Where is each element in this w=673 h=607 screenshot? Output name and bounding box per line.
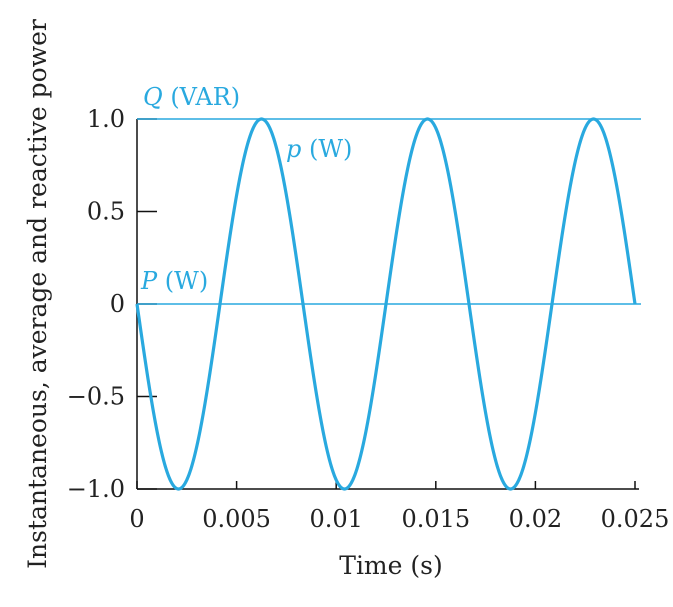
y-axis-title: Instantaneous, average and reactive powe… — [23, 19, 52, 569]
y-tick-label: 1.0 — [87, 105, 125, 133]
y-tick-label: 0 — [110, 290, 125, 318]
series-label-q-symbol: Q — [143, 83, 163, 111]
y-ticks: 1.0 0.5 0 −0.5 −1.0 — [67, 105, 157, 503]
series-label-avg-p-symbol: P — [140, 267, 158, 295]
y-tick-label: −0.5 — [67, 383, 125, 411]
series-label-p: p (W) — [286, 135, 352, 163]
series-label-avg-p-unit: (W) — [157, 267, 208, 295]
x-tick-label: 0.025 — [601, 505, 670, 533]
series-label-p-unit: (W) — [301, 135, 352, 163]
series-label-q: Q (VAR) — [143, 83, 240, 111]
x-ticks: 0 0.005 0.01 0.015 0.02 0.025 — [129, 481, 669, 533]
x-tick-label: 0 — [129, 505, 144, 533]
x-tick-label: 0.005 — [202, 505, 271, 533]
series-layer — [135, 117, 641, 491]
x-tick-label: 0.01 — [309, 505, 362, 533]
series-label-p-symbol: p — [286, 135, 301, 163]
series-label-avg-p: P (W) — [140, 267, 208, 295]
x-tick-label: 0.02 — [509, 505, 562, 533]
y-tick-label: −1.0 — [67, 475, 125, 503]
x-tick-label: 0.015 — [401, 505, 470, 533]
series-label-q-unit: (VAR) — [163, 83, 240, 111]
x-axis-title: Time (s) — [339, 551, 442, 580]
y-tick-label: 0.5 — [87, 198, 125, 226]
